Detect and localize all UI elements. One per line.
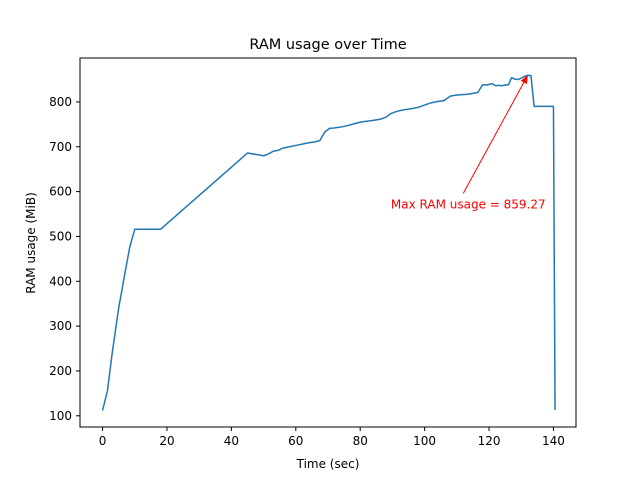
x-tick-label-2: 40: [224, 434, 239, 448]
y-tick-label-4: 500: [49, 229, 72, 243]
y-tick-label-6: 700: [49, 140, 72, 154]
x-tick-label-7: 140: [542, 434, 565, 448]
y-tick-label-7: 800: [49, 95, 72, 109]
y-tick-label-2: 300: [49, 319, 72, 333]
annotation-label: Max RAM usage = 859.27: [391, 197, 546, 211]
y-axis-label: RAM usage (MiB): [24, 192, 38, 294]
x-tick-label-3: 60: [288, 434, 303, 448]
x-tick-label-4: 80: [353, 434, 368, 448]
x-tick-label-6: 120: [478, 434, 501, 448]
y-tick-label-0: 100: [49, 409, 72, 423]
annotation-arrowhead: [520, 75, 528, 85]
axes-frame: [79, 57, 577, 428]
plot-area: 0 20 40 60 80 100 120 140 100 200 300 400 500 600 700 8…: [49, 57, 577, 448]
x-tick-label-5: 100: [413, 434, 436, 448]
y-tick-label-5: 600: [49, 185, 72, 199]
series-line-0: [101, 74, 556, 411]
y-tick-label-1: 200: [49, 364, 72, 378]
annotation-arrow-line: [462, 75, 529, 194]
x-axis-label: Time (sec): [296, 457, 360, 471]
chart-title: RAM usage over Time: [249, 37, 406, 53]
x-tick-label-0: 0: [99, 434, 107, 448]
y-tick-label-3: 400: [49, 274, 72, 288]
x-tick-label-1: 20: [159, 434, 174, 448]
